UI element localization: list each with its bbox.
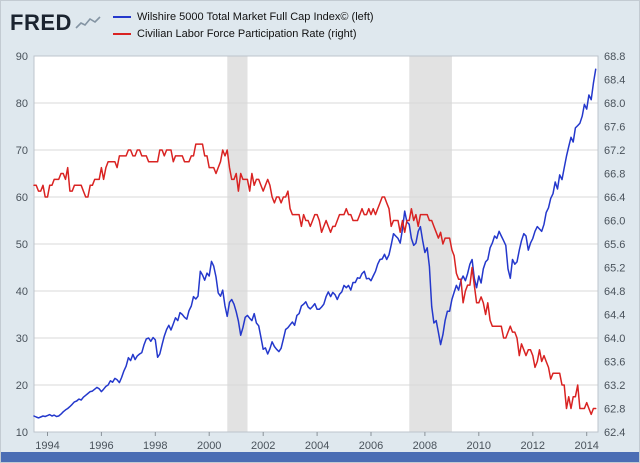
svg-text:64.4: 64.4 — [604, 310, 625, 322]
svg-text:2012: 2012 — [521, 440, 545, 452]
chart-header: FRED Wilshire 5000 Total Market Full Cap… — [1, 1, 639, 47]
svg-text:30: 30 — [16, 333, 28, 345]
fred-logo[interactable]: FRED — [10, 10, 101, 36]
svg-text:67.2: 67.2 — [604, 145, 625, 157]
svg-text:65.2: 65.2 — [604, 263, 625, 275]
svg-text:2004: 2004 — [305, 440, 329, 452]
svg-text:1998: 1998 — [143, 440, 167, 452]
svg-text:2000: 2000 — [197, 440, 221, 452]
svg-text:60: 60 — [16, 192, 28, 204]
svg-text:66.0: 66.0 — [604, 216, 625, 228]
svg-text:20: 20 — [16, 380, 28, 392]
svg-text:50: 50 — [16, 239, 28, 251]
svg-text:2002: 2002 — [251, 440, 275, 452]
legend-label-wilshire: Wilshire 5000 Total Market Full Cap Inde… — [137, 10, 374, 23]
svg-text:90: 90 — [16, 51, 28, 63]
svg-text:2010: 2010 — [467, 440, 491, 452]
svg-text:1996: 1996 — [89, 440, 113, 452]
svg-text:63.6: 63.6 — [604, 357, 625, 369]
legend-item-wilshire: Wilshire 5000 Total Market Full Cap Inde… — [113, 8, 374, 25]
svg-text:68.4: 68.4 — [604, 75, 625, 87]
chart-canvas[interactable]: 10 20 30 40 50 60 70 80 90 62.4 62.8 63.2 63.6 64.0 64… — [1, 47, 640, 454]
legend: Wilshire 5000 Total Market Full Cap Inde… — [113, 8, 374, 42]
svg-text:65.6: 65.6 — [604, 239, 625, 251]
fred-logo-text: FRED — [10, 10, 72, 35]
svg-text:10: 10 — [16, 427, 28, 439]
svg-text:40: 40 — [16, 286, 28, 298]
legend-item-participation: Civilian Labor Force Participation Rate … — [113, 25, 374, 42]
svg-text:63.2: 63.2 — [604, 380, 625, 392]
svg-text:2008: 2008 — [413, 440, 437, 452]
svg-text:68.0: 68.0 — [604, 98, 625, 110]
legend-label-participation: Civilian Labor Force Participation Rate … — [137, 27, 357, 40]
svg-text:70: 70 — [16, 145, 28, 157]
svg-text:64.0: 64.0 — [604, 333, 625, 345]
footer-bar — [1, 452, 639, 462]
svg-text:66.8: 66.8 — [604, 169, 625, 181]
svg-text:80: 80 — [16, 98, 28, 110]
svg-text:62.4: 62.4 — [604, 427, 625, 439]
svg-text:1994: 1994 — [35, 440, 59, 452]
sparkline-icon — [75, 16, 101, 29]
svg-text:68.8: 68.8 — [604, 51, 625, 63]
svg-text:2014: 2014 — [574, 440, 598, 452]
legend-line-swatch-blue — [113, 15, 131, 18]
svg-text:2006: 2006 — [359, 440, 383, 452]
legend-line-swatch-red — [113, 32, 131, 35]
svg-text:62.8: 62.8 — [604, 404, 625, 416]
svg-text:67.6: 67.6 — [604, 122, 625, 134]
svg-text:64.8: 64.8 — [604, 286, 625, 298]
svg-text:66.4: 66.4 — [604, 192, 625, 204]
